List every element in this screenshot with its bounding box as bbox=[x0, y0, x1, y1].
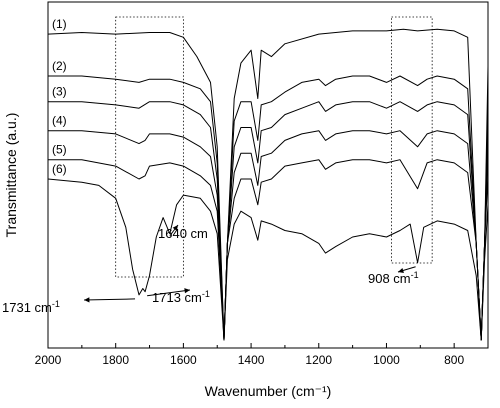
annotation-arrow bbox=[83, 298, 136, 301]
series-label: (5) bbox=[52, 143, 67, 157]
arrowhead bbox=[84, 297, 90, 303]
spectrum-line-3 bbox=[48, 101, 489, 341]
annotation: 1713 cm-1 bbox=[147, 288, 210, 305]
x-axis-ticks: 2000 1800 1600 1400 1200 1000 800 bbox=[35, 343, 489, 367]
spectra-lines bbox=[47, 28, 489, 341]
x-tick-label: 1800 bbox=[102, 353, 129, 367]
annotation-label: 908 cm-1 bbox=[368, 270, 419, 286]
annotation-arrow bbox=[147, 289, 191, 297]
arrowhead bbox=[398, 267, 404, 273]
x-tick-label: 800 bbox=[444, 353, 464, 367]
x-tick-label: 1600 bbox=[170, 353, 197, 367]
series-label: (6) bbox=[52, 162, 67, 176]
spectrum-line-1 bbox=[47, 28, 489, 341]
series-label: (4) bbox=[52, 114, 67, 128]
arrowhead bbox=[172, 225, 178, 231]
x-tick-label: 1200 bbox=[305, 353, 332, 367]
arrowhead bbox=[184, 288, 190, 294]
annotation: 1640 cm bbox=[158, 224, 208, 241]
annotation: 1731 cm-1 bbox=[2, 297, 136, 315]
plot-frame bbox=[47, 1, 489, 349]
spectrum-line-5 bbox=[48, 159, 489, 341]
annotation-label: 1731 cm-1 bbox=[2, 299, 60, 315]
series-labels: (1) (2) (3) (4) (5) (6) bbox=[52, 17, 67, 176]
spectrum-line-4 bbox=[48, 130, 489, 341]
y-axis-label: Transmittance (a.u.) bbox=[3, 113, 19, 238]
series-label: (2) bbox=[52, 59, 67, 73]
annotation-label: 1640 cm bbox=[158, 226, 208, 241]
spectrum-line-6 bbox=[47, 178, 489, 341]
x-tick-label: 2000 bbox=[35, 353, 62, 367]
x-tick-label: 1400 bbox=[238, 353, 265, 367]
series-label: (3) bbox=[52, 85, 67, 99]
annotation: 908 cm-1 bbox=[368, 266, 419, 286]
x-axis-label: Wavenumber (cm⁻¹) bbox=[205, 383, 332, 399]
x-tick-label: 1000 bbox=[373, 353, 400, 367]
spectrum-line-2 bbox=[48, 75, 489, 341]
series-label: (1) bbox=[52, 17, 67, 31]
annotations: 1731 cm-1 1713 cm-1 1640 cm 908 cm-1 bbox=[2, 224, 419, 315]
